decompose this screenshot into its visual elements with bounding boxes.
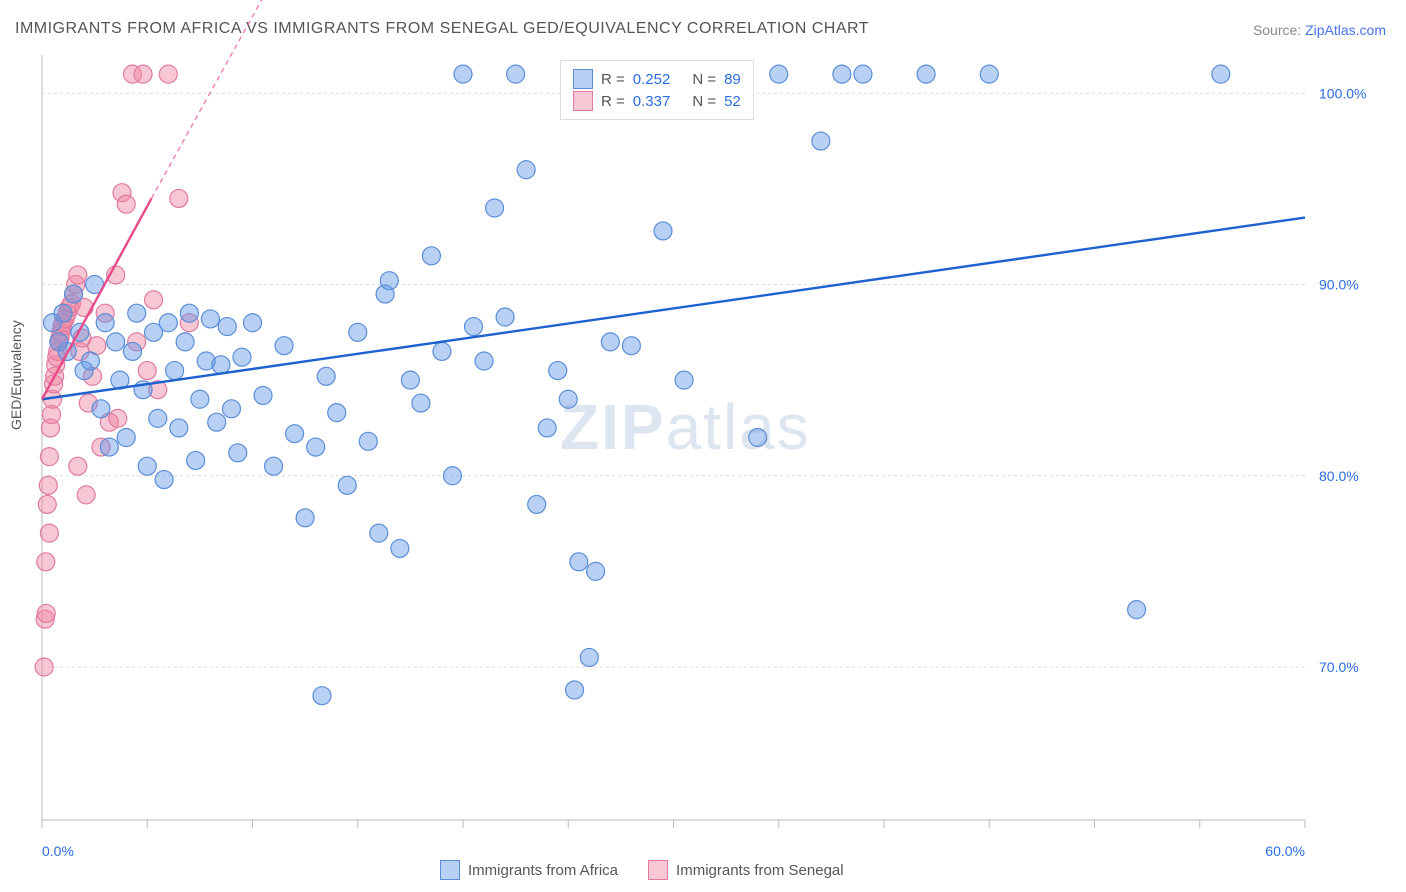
n-value-senegal: 52 <box>724 93 741 110</box>
legend-item-africa: Immigrants from Africa <box>440 860 618 880</box>
svg-text:60.0%: 60.0% <box>1265 843 1305 859</box>
n-value-africa: 89 <box>724 71 741 88</box>
svg-text:90.0%: 90.0% <box>1319 277 1359 293</box>
legend-label-africa: Immigrants from Africa <box>468 862 618 879</box>
swatch-senegal-icon <box>648 860 668 880</box>
correlation-legend: R = 0.252 N = 89 R = 0.337 N = 52 <box>560 60 754 120</box>
svg-text:80.0%: 80.0% <box>1319 468 1359 484</box>
y-axis-label: GED/Equivalency <box>8 320 24 430</box>
swatch-africa <box>573 69 593 89</box>
chart-container: IMMIGRANTS FROM AFRICA VS IMMIGRANTS FRO… <box>0 0 1406 892</box>
legend-row-senegal: R = 0.337 N = 52 <box>573 91 741 111</box>
svg-text:70.0%: 70.0% <box>1319 659 1359 675</box>
swatch-senegal <box>573 91 593 111</box>
r-value-senegal: 0.337 <box>633 93 671 110</box>
svg-text:100.0%: 100.0% <box>1319 85 1366 101</box>
legend-label-senegal: Immigrants from Senegal <box>676 862 844 879</box>
series-legend: Immigrants from Africa Immigrants from S… <box>440 860 844 880</box>
svg-text:0.0%: 0.0% <box>42 843 74 859</box>
swatch-africa-icon <box>440 860 460 880</box>
scatter-chart-svg: 70.0% 80.0% 90.0% 100.0% 0.0% 60.0% <box>0 0 1406 892</box>
legend-row-africa: R = 0.252 N = 89 <box>573 69 741 89</box>
r-value-africa: 0.252 <box>633 71 671 88</box>
legend-item-senegal: Immigrants from Senegal <box>648 860 844 880</box>
